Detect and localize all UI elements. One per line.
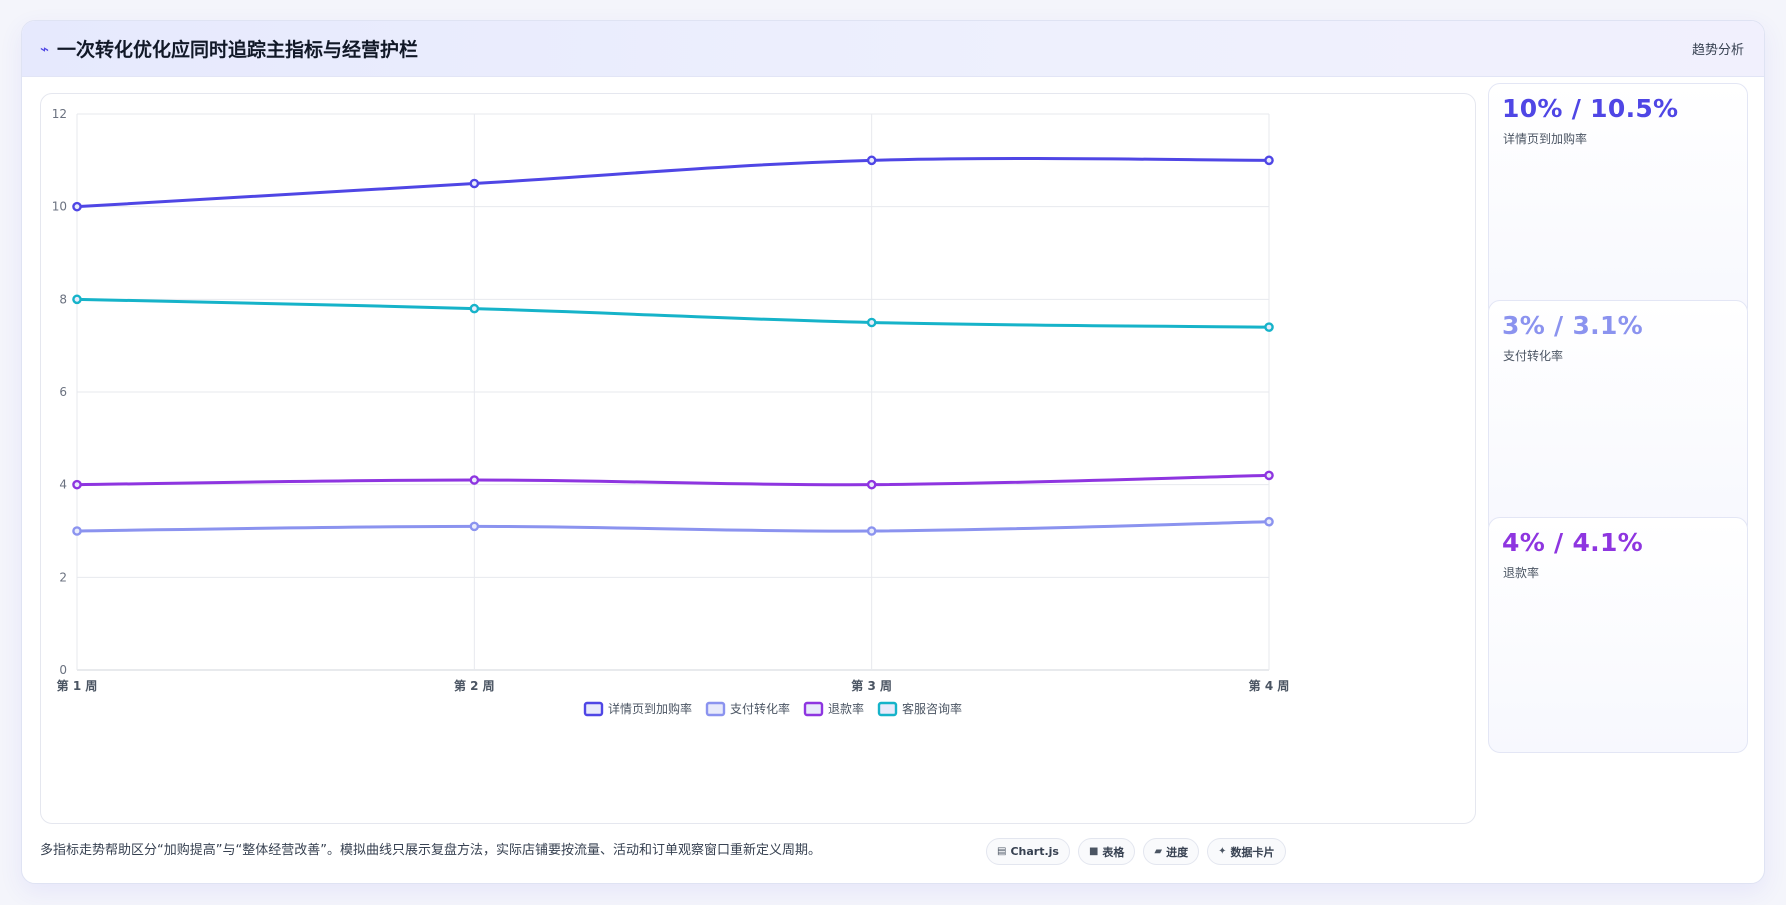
tag-data-card[interactable]: ✦ 数据卡片 [1207,838,1286,865]
data-point [72,294,82,305]
legend-swatch [705,701,726,717]
legend-swatch [583,701,604,717]
data-point [866,317,877,328]
data-point [72,201,82,212]
trend-badge: 趋势分析 [1691,43,1744,58]
kpi-label: 退款率 [1503,566,1540,580]
data-point [866,155,877,166]
sparkle-icon: ✦ [1218,846,1227,857]
tag-label: 数据卡片 [1230,845,1275,859]
data-point [469,178,480,189]
dashboard-card: ⌁ 一次转化优化应同时追踪主指标与经营护栏 趋势分析 0 2 4 6 8 10 12 第 1 … [21,20,1765,884]
kpi-label: 支付转化率 [1503,349,1564,363]
y-tick-label: 2 [59,570,67,584]
bolt-icon: ⌁ [40,39,50,58]
legend-label: 客服咨询率 [902,701,962,716]
kpi-value: 3% / 3.1% [1502,311,1644,340]
data-point [1264,470,1274,481]
legend-label: 退款率 [828,701,864,716]
chart-panel: 0 2 4 6 8 10 12 第 1 周 第 2 周 第 3 周 第 4 周详情页到加购率 支付转化… [40,93,1476,824]
y-tick-label: 6 [59,385,67,399]
y-tick-label: 10 [52,200,67,214]
page-title: 一次转化优化应同时追踪主指标与经营护栏 [57,39,419,61]
legend-label: 支付转化率 [730,701,790,716]
data-point [1264,155,1274,166]
data-point [866,526,877,536]
kpi-label: 详情页到加购率 [1503,132,1588,146]
legend-swatch [803,701,824,717]
data-point [72,526,82,536]
data-point [1264,516,1274,527]
tag-table[interactable]: ■ 表格 [1077,838,1136,865]
data-point [866,479,877,490]
data-point [1264,322,1274,332]
series-line [75,473,1271,487]
legend-label: 详情页到加购率 [608,701,692,716]
data-point [72,479,82,490]
y-tick-label: 8 [59,292,67,306]
kpi-value: 10% / 10.5% [1502,94,1679,123]
data-point [469,475,480,485]
kpi-card-payment-conversion: 3% / 3.1% 支付转化率 [1488,300,1748,536]
progress-icon: ▰ [1154,846,1163,857]
series-line [75,520,1271,533]
x-tick-label: 第 3 周 [851,678,892,693]
data-point [469,521,480,532]
kpi-value: 4% / 4.1% [1502,528,1644,557]
tag-chartjs[interactable]: ▤ Chart.js [986,838,1070,865]
tag-label: 进度 [1166,845,1189,859]
y-tick-label: 4 [59,478,67,492]
series-line [75,297,1271,329]
data-point [469,303,480,314]
tag-list: ▤ Chart.js ■ 表格 ▰ 进度 ✦ 数据卡片 [986,838,1286,865]
y-tick-label: 0 [59,663,67,677]
tag-label: 表格 [1102,845,1125,859]
x-tick-label: 第 2 周 [454,678,495,693]
kpi-card-add-to-cart: 10% / 10.5% 详情页到加购率 [1488,83,1748,319]
x-tick-label: 第 1 周 [57,678,98,693]
tag-label: Chart.js [1010,845,1059,858]
card-header: ⌁ 一次转化优化应同时追踪主指标与经营护栏 趋势分析 [22,21,1764,77]
chart-icon: ▤ [997,846,1007,857]
kpi-card-refund-rate: 4% / 4.1% 退款率 [1488,517,1748,753]
series-line [75,156,1271,209]
footer-note: 多指标走势帮助区分“加购提高”与“整体经营改善”。模拟曲线只展示复盘方法，实际店… [40,843,821,858]
tag-progress[interactable]: ▰ 进度 [1143,838,1200,865]
x-tick-label: 第 4 周 [1249,678,1290,693]
legend-swatch [877,701,898,717]
table-icon: ■ [1088,846,1099,857]
header-title-group: ⌁ 一次转化优化应同时追踪主指标与经营护栏 [40,35,418,62]
y-tick-label: 12 [52,107,67,121]
